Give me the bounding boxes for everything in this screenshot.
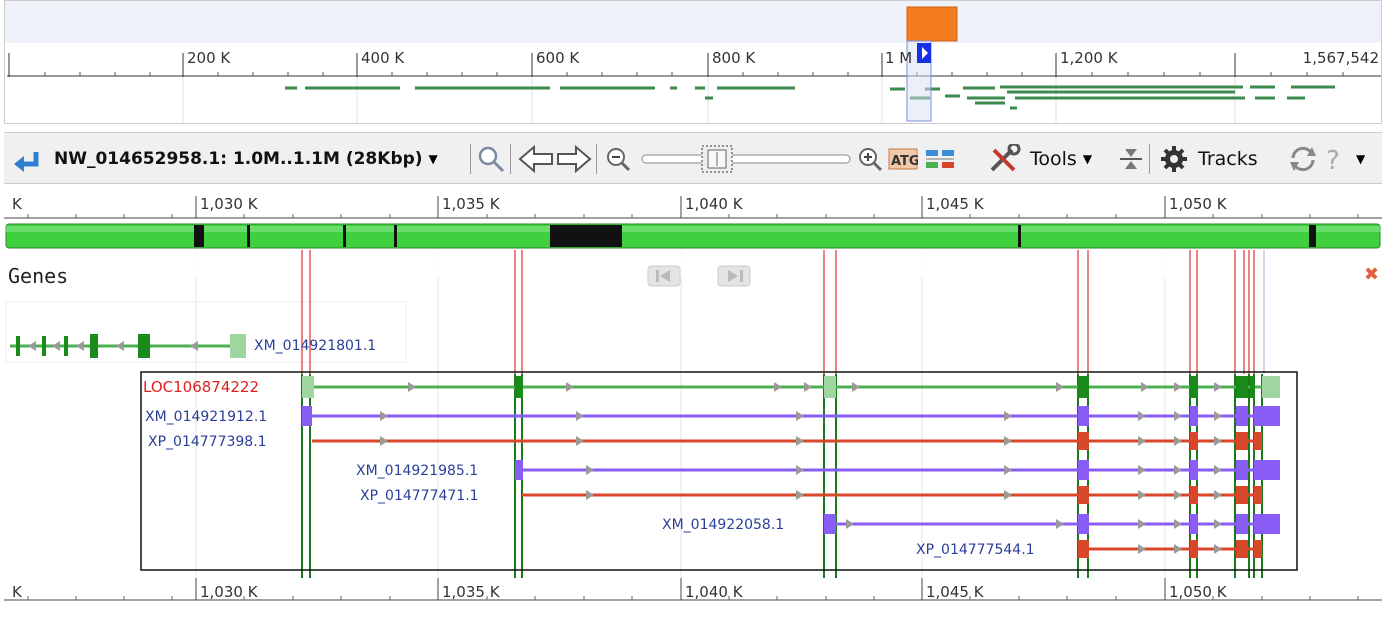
ruler-tick-label: 1,040 K <box>685 195 744 213</box>
divider <box>470 133 471 185</box>
prev-feature-button[interactable] <box>647 265 681 287</box>
divider <box>1149 133 1150 185</box>
search-button[interactable] <box>476 133 506 185</box>
highlight-icon <box>926 150 954 168</box>
overview-end-label: 1,567,542 <box>1303 49 1379 67</box>
bottom-ruler-tick-label: 1,050 K <box>1169 583 1228 601</box>
gear-icon <box>1161 146 1187 172</box>
divider <box>510 133 511 185</box>
close-track-icon[interactable]: ✖ <box>1364 264 1380 285</box>
overview-features <box>285 85 1335 110</box>
arrow-left-icon <box>518 144 553 174</box>
highlight-button[interactable] <box>924 133 958 185</box>
gene-label[interactable]: LOC106874222 <box>143 378 259 396</box>
bottom-ruler-tick-label: 1,045 K <box>926 583 985 601</box>
tools-label: Tools <box>1030 148 1077 170</box>
location-text: NW_014652958.1: 1.0M..1.1M (28Kbp) <box>54 149 423 169</box>
zoom-out-icon <box>607 148 631 172</box>
pan-left-button[interactable] <box>518 133 554 185</box>
tracks-label: Tracks <box>1198 148 1258 170</box>
collapse-icon <box>1120 149 1142 169</box>
svg-text:ATG: ATG <box>891 154 918 169</box>
more-menu-button[interactable]: ▼ <box>1356 133 1365 185</box>
ruler-tick-label: 1,030 K <box>200 195 259 213</box>
transcript-label[interactable]: XM_014921912.1 <box>145 409 268 425</box>
protein-label[interactable]: XP_014777398.1 <box>148 434 267 450</box>
red-guide-lines <box>301 250 1255 374</box>
next-feature-button[interactable] <box>717 265 751 287</box>
collapse-tracks-button[interactable] <box>1118 133 1144 185</box>
tools-icon <box>990 144 1021 172</box>
cds-glyph <box>312 432 1262 450</box>
mrna-glyph <box>302 406 1280 426</box>
pan-right-button[interactable] <box>556 133 592 185</box>
transcript-label[interactable]: XM_014921801.1 <box>254 338 377 354</box>
current-view-highlight <box>906 6 958 42</box>
chevron-down-icon: ▼ <box>1082 152 1093 166</box>
tools-menu[interactable]: Tools ▼ <box>988 133 1092 185</box>
overview-tick-label: 1,200 K <box>1060 49 1119 67</box>
scaffold-gaps <box>194 225 1316 247</box>
sequence-button[interactable]: ATG <box>888 133 918 185</box>
overview-panel[interactable]: 200 K 400 K 600 K 800 K 1 M 1,200 K 1,56… <box>4 0 1382 124</box>
zoom-slider-track <box>641 145 851 173</box>
ruler-tick-label: 1,045 K <box>926 195 985 213</box>
zoom-in-button[interactable] <box>856 133 884 185</box>
tracks-button[interactable]: Tracks <box>1158 133 1258 185</box>
overview-tick-label: 600 K <box>536 49 580 67</box>
protein-label[interactable]: XP_014777471.1 <box>360 488 479 504</box>
mrna-glyph <box>515 460 1280 480</box>
refresh-button[interactable] <box>1288 133 1318 185</box>
overview-tick-label: 1 M <box>885 49 912 67</box>
grid-lines <box>195 224 1166 594</box>
bottom-ruler-stub-label: K <box>12 583 23 601</box>
zoom-out-button[interactable] <box>604 133 632 185</box>
ruler-stub-label: K <box>12 195 23 213</box>
chevron-down-icon: ▼ <box>428 152 438 166</box>
overview-tick-label: 800 K <box>712 49 756 67</box>
refresh-icon <box>1290 146 1316 172</box>
back-arrow-icon <box>14 152 39 172</box>
divider <box>596 133 597 185</box>
sequence-icon: ATG <box>888 148 918 170</box>
zoom-in-icon <box>859 148 883 172</box>
chevron-down-icon: ▼ <box>1356 152 1366 166</box>
overview-tick-label: 400 K <box>361 49 405 67</box>
transcript-label[interactable]: XM_014922058.1 <box>662 517 785 533</box>
location-box[interactable]: NW_014652958.1: 1.0M..1.1M (28Kbp) ▼ <box>54 133 438 185</box>
track-svg: K 1,030 K 1,035 K 1,040 K 1,045 K 1,050 … <box>4 195 1382 601</box>
track-label[interactable]: Genes <box>8 264 69 288</box>
help-icon: ? <box>1326 146 1340 174</box>
bottom-ruler-tick-label: 1,040 K <box>685 583 744 601</box>
gene-glyph <box>302 376 1280 398</box>
navigation-toolbar: NW_014652958.1: 1.0M..1.1M (28Kbp) ▼ <box>4 132 1382 184</box>
cds-glyph <box>1078 540 1262 558</box>
track-area[interactable]: K 1,030 K 1,035 K 1,040 K 1,045 K 1,050 … <box>4 184 1382 617</box>
protein-label[interactable]: XP_014777544.1 <box>916 542 1035 558</box>
cds-glyph <box>522 486 1262 504</box>
transcript-label[interactable]: XM_014921985.1 <box>356 463 479 479</box>
zoom-slider[interactable] <box>638 133 856 185</box>
mrna-glyph <box>824 514 1280 534</box>
bottom-ruler-tick-label: 1,030 K <box>200 583 259 601</box>
overview-band <box>5 1 1381 43</box>
bottom-ruler-tick-label: 1,035 K <box>442 583 501 601</box>
overview-minor-ticks <box>44 72 1344 76</box>
search-icon <box>478 146 505 173</box>
overview-svg: 200 K 400 K 600 K 800 K 1 M 1,200 K 1,56… <box>7 6 1381 123</box>
svg-text:?: ? <box>1326 146 1340 174</box>
arrow-right-icon <box>557 144 592 174</box>
ruler-tick-label: 1,050 K <box>1169 195 1228 213</box>
ruler-tick-label: 1,035 K <box>442 195 501 213</box>
selected-gene-box <box>140 371 1298 571</box>
help-button[interactable]: ? <box>1324 133 1348 185</box>
back-arrow-button[interactable] <box>12 133 42 185</box>
overview-tick-label: 200 K <box>187 49 231 67</box>
outer-transcript-glyph <box>10 334 246 358</box>
